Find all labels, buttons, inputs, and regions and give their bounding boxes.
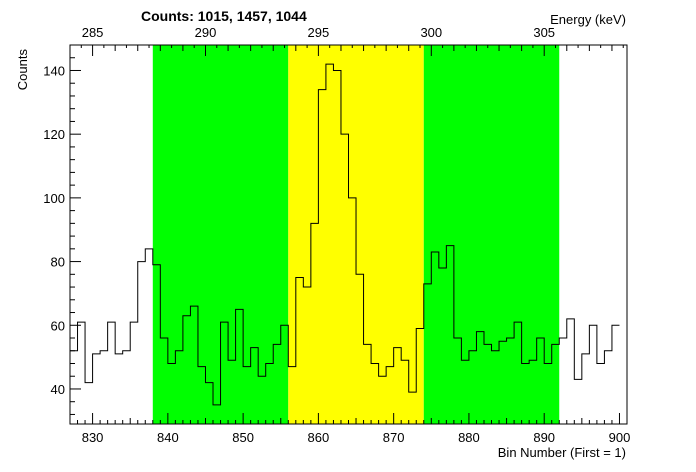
histogram-series — [70, 63, 620, 406]
x-tick-label: 870 — [383, 430, 405, 445]
x2-tick-label: 305 — [533, 25, 555, 40]
x-tick-label: 890 — [533, 430, 555, 445]
top-axis-label: Energy (keV) — [550, 12, 626, 27]
x2-tick-label: 285 — [82, 25, 104, 40]
y-axis-label: Counts — [15, 49, 30, 91]
y-tick-label: 40 — [51, 382, 65, 397]
chart-title: Counts: 1015, 1457, 1044 — [141, 8, 307, 24]
x2-tick-label: 290 — [195, 25, 217, 40]
axes: 830 840 850 860 870 880 890 900 40 60 80 100 120 140 2… — [43, 25, 630, 445]
x-axis-label: Bin Number (First = 1) — [498, 445, 626, 460]
x-tick-label: 850 — [232, 430, 254, 445]
y-tick-label: 80 — [51, 255, 65, 270]
x-tick-label: 860 — [308, 430, 330, 445]
y-tick-label: 60 — [51, 318, 65, 333]
histogram-line — [70, 63, 620, 406]
x2-tick-label: 295 — [308, 25, 330, 40]
x-tick-label: 840 — [157, 430, 179, 445]
region-band-3 — [423, 45, 560, 424]
y-tick-label: 140 — [43, 63, 65, 78]
x-tick-label: 900 — [609, 430, 631, 445]
y-tick-label: 120 — [43, 127, 65, 142]
x2-tick-label: 300 — [420, 25, 442, 40]
x-tick-label: 830 — [82, 430, 104, 445]
x-tick-label: 880 — [458, 430, 480, 445]
y-tick-label: 100 — [43, 191, 65, 206]
